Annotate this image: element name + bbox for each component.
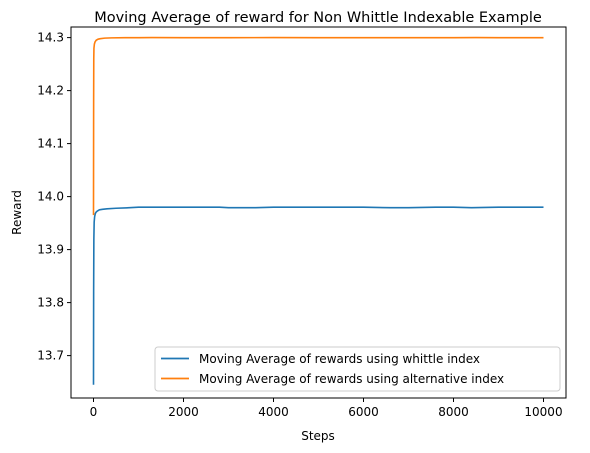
x-tick-label: 8000 [438,405,469,419]
x-axis: 0 2000 4000 6000 8000 10000 [90,398,563,419]
x-tick-label: 6000 [348,405,379,419]
series-line-1 [92,36,544,216]
legend-label-1: Moving Average of rewards using alternat… [199,372,504,386]
plot-frame [70,26,567,399]
y-axis-label: Reward [10,190,24,235]
x-tick-label: 10000 [524,405,562,419]
legend-label-0: Moving Average of rewards using whittle … [199,352,480,366]
y-tick-label: 14.1 [37,137,64,151]
y-tick-label: 13.9 [37,243,64,257]
x-axis-label: Steps [301,429,335,443]
chart-title: Moving Average of reward for Non Whittle… [94,10,542,26]
y-tick-label: 13.7 [37,349,64,363]
series-layer [92,36,544,385]
y-tick-label: 13.8 [37,296,64,310]
series-line-0 [92,206,544,385]
x-tick-label: 4000 [258,405,289,419]
y-axis: 13.7 13.8 13.9 14.0 14.1 14.2 14.3 [37,31,71,363]
y-tick-label: 14.3 [37,31,64,45]
x-tick-label: 2000 [168,405,199,419]
legend-box [154,346,561,392]
y-tick-label: 14.2 [37,84,64,98]
y-tick-label: 14.0 [37,190,64,204]
x-tick-label: 0 [90,405,98,419]
legend: Moving Average of rewards using whittle … [154,346,561,392]
